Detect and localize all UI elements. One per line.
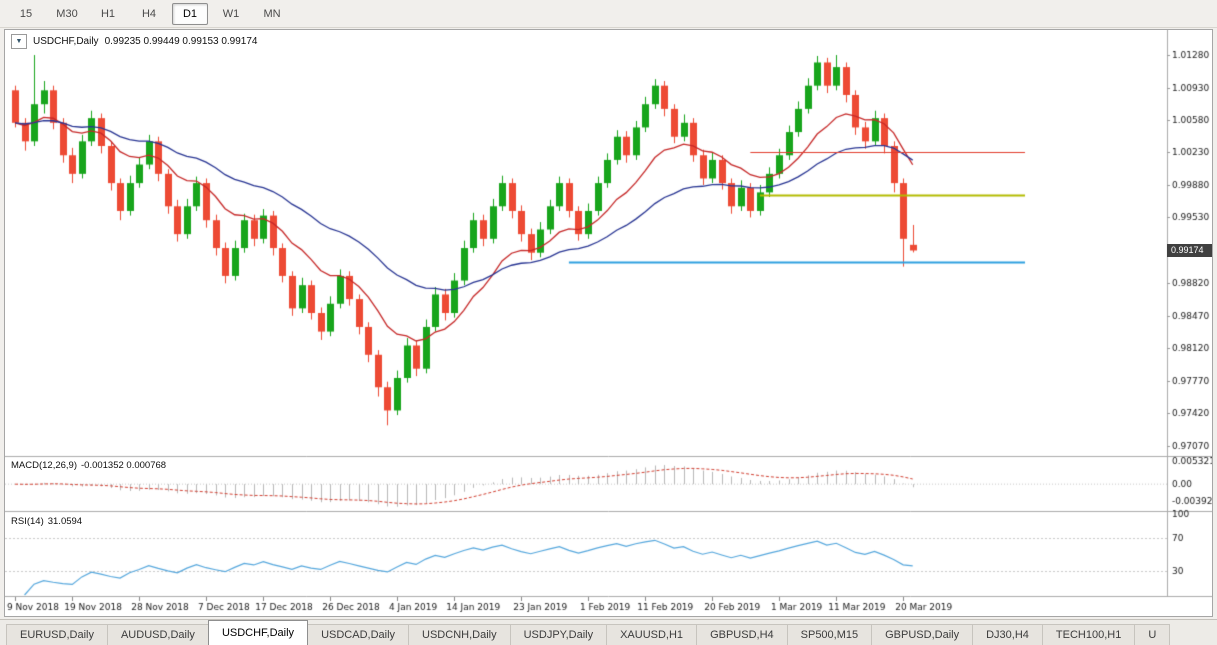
- timeframe-button-m30[interactable]: M30: [56, 7, 78, 20]
- chart-window: ▼ USDCHF,Daily 0.99235 0.99449 0.99153 0…: [4, 29, 1213, 617]
- current-price-badge: 0.99174: [1167, 244, 1212, 257]
- tab-gbpusd-daily[interactable]: GBPUSD,Daily: [871, 624, 974, 645]
- tab-eurusd-daily[interactable]: EURUSD,Daily: [6, 624, 108, 645]
- timeframe-button-d1[interactable]: D1: [172, 2, 208, 25]
- tab-dj30-h4[interactable]: DJ30,H4: [972, 624, 1043, 645]
- tab-sp500-m15[interactable]: SP500,M15: [786, 624, 873, 645]
- macd-name: MACD(12,26,9): [11, 460, 77, 471]
- tab-usdchf-daily[interactable]: USDCHF,Daily: [207, 620, 309, 645]
- macd-indicator-label: MACD(12,26,9) -0.001352 0.000768: [11, 460, 166, 471]
- timeframe-button-w1[interactable]: W1: [222, 7, 240, 20]
- tab-audusd-daily[interactable]: AUDUSD,Daily: [106, 624, 209, 645]
- chart-tab-bar: EURUSD,Daily AUDUSD,Daily USDCHF,Daily USDC…: [0, 619, 1217, 645]
- chart-canvas[interactable]: [5, 30, 1212, 616]
- tab-usdjpy-daily[interactable]: USDJPY,Daily: [509, 624, 608, 645]
- tab-xauusd-h1[interactable]: XAUUSD,H1: [606, 624, 698, 645]
- tab-usdcad-daily[interactable]: USDCAD,Daily: [307, 624, 410, 645]
- tab-gbpusd-h4[interactable]: GBPUSD,H4: [696, 624, 788, 645]
- chart-symbol-title: USDCHF,Daily: [33, 36, 99, 47]
- tab-tech100-h1[interactable]: TECH100,H1: [1041, 624, 1136, 645]
- rsi-value: 31.0594: [47, 516, 83, 527]
- timeframe-toolbar: 15 M30 H1 H4 D1 W1 MN: [0, 0, 1217, 28]
- rsi-name: RSI(14): [11, 516, 44, 527]
- timeframe-button-mn[interactable]: MN: [263, 7, 281, 20]
- tab-usdcnh-daily[interactable]: USDCNH,Daily: [408, 624, 511, 645]
- chart-dropdown-icon[interactable]: ▼: [11, 34, 27, 49]
- timeframe-button-h4[interactable]: H4: [141, 7, 157, 20]
- chart-ohlc-values: 0.99235 0.99449 0.99153 0.99174: [104, 36, 258, 47]
- timeframe-button-h1[interactable]: H1: [100, 7, 116, 20]
- tab-u[interactable]: U: [1134, 624, 1171, 645]
- timeframe-button-15[interactable]: 15: [19, 7, 33, 20]
- rsi-indicator-label: RSI(14) 31.0594: [11, 516, 82, 527]
- chart-header: ▼ USDCHF,Daily 0.99235 0.99449 0.99153 0…: [11, 34, 258, 49]
- macd-values: -0.001352 0.000768: [81, 460, 167, 471]
